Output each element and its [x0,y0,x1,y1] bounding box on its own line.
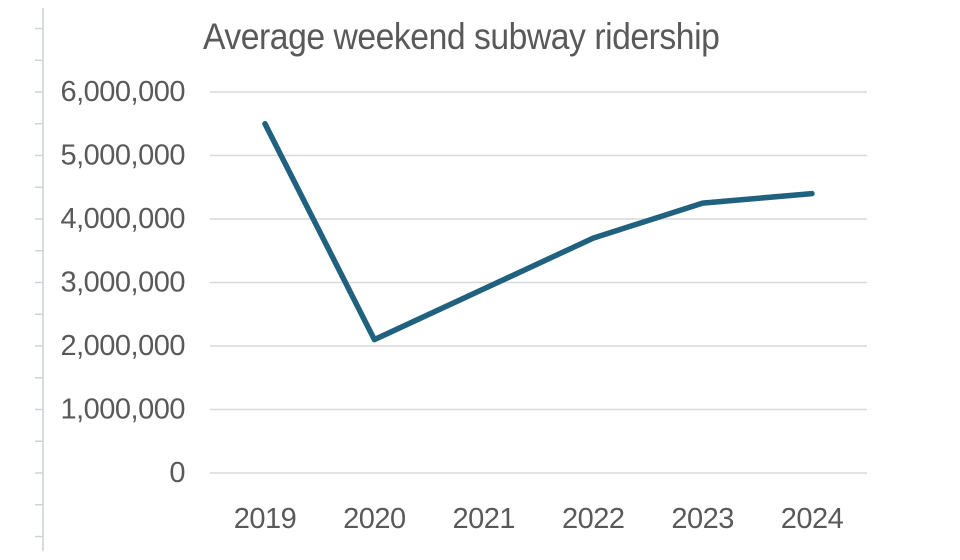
y-axis-label: 5,000,000 [60,140,185,172]
ridership-data-line [262,121,815,343]
x-axis-label: 2023 [671,503,734,535]
x-axis-label: 2022 [562,503,625,535]
y-axis-label: 4,000,000 [60,203,185,235]
x-axis-label: 2021 [453,503,516,535]
x-axis-label: 2024 [781,503,844,535]
chart-title: Average weekend subway ridership [203,16,720,57]
y-axis-label: 2,000,000 [60,330,185,362]
y-axis-label: 3,000,000 [60,267,185,299]
x-axis-label: 2020 [343,503,406,535]
y-axis-label: 1,000,000 [60,394,185,426]
x-axis-label: 2019 [234,503,297,535]
y-axis-label: 0 [169,457,185,489]
y-axis-label: 6,000,000 [60,76,185,108]
